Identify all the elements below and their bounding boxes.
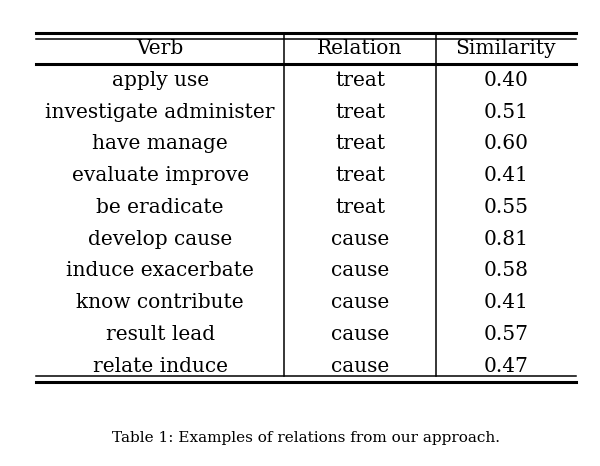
Text: 0.55: 0.55	[484, 198, 528, 217]
Text: develop cause: develop cause	[88, 230, 232, 249]
Text: 0.41: 0.41	[484, 166, 528, 185]
Text: 0.60: 0.60	[484, 134, 528, 153]
Text: induce exacerbate: induce exacerbate	[66, 261, 254, 281]
Text: evaluate improve: evaluate improve	[71, 166, 249, 185]
Text: investigate administer: investigate administer	[46, 103, 275, 122]
Text: treat: treat	[335, 134, 385, 153]
Text: treat: treat	[335, 103, 385, 122]
Text: know contribute: know contribute	[76, 293, 244, 312]
Text: 0.57: 0.57	[484, 325, 528, 344]
Text: 0.81: 0.81	[484, 230, 528, 249]
Text: treat: treat	[335, 198, 385, 217]
Text: Table 1: Examples of relations from our approach.: Table 1: Examples of relations from our …	[112, 431, 500, 445]
Text: 0.40: 0.40	[484, 71, 528, 90]
Text: cause: cause	[331, 261, 389, 281]
Text: 0.58: 0.58	[484, 261, 528, 281]
Text: have manage: have manage	[92, 134, 228, 153]
Text: Verb: Verb	[137, 39, 184, 58]
Text: 0.41: 0.41	[484, 293, 528, 312]
Text: 0.51: 0.51	[484, 103, 528, 122]
Text: Similarity: Similarity	[455, 39, 556, 58]
Text: cause: cause	[331, 293, 389, 312]
Text: treat: treat	[335, 71, 385, 90]
Text: 0.47: 0.47	[484, 357, 528, 376]
Text: result lead: result lead	[106, 325, 215, 344]
Text: Relation: Relation	[317, 39, 403, 58]
Text: relate induce: relate induce	[93, 357, 228, 376]
Text: cause: cause	[331, 230, 389, 249]
Text: cause: cause	[331, 357, 389, 376]
Text: apply use: apply use	[112, 71, 209, 90]
Text: cause: cause	[331, 325, 389, 344]
Text: be eradicate: be eradicate	[97, 198, 224, 217]
Text: treat: treat	[335, 166, 385, 185]
